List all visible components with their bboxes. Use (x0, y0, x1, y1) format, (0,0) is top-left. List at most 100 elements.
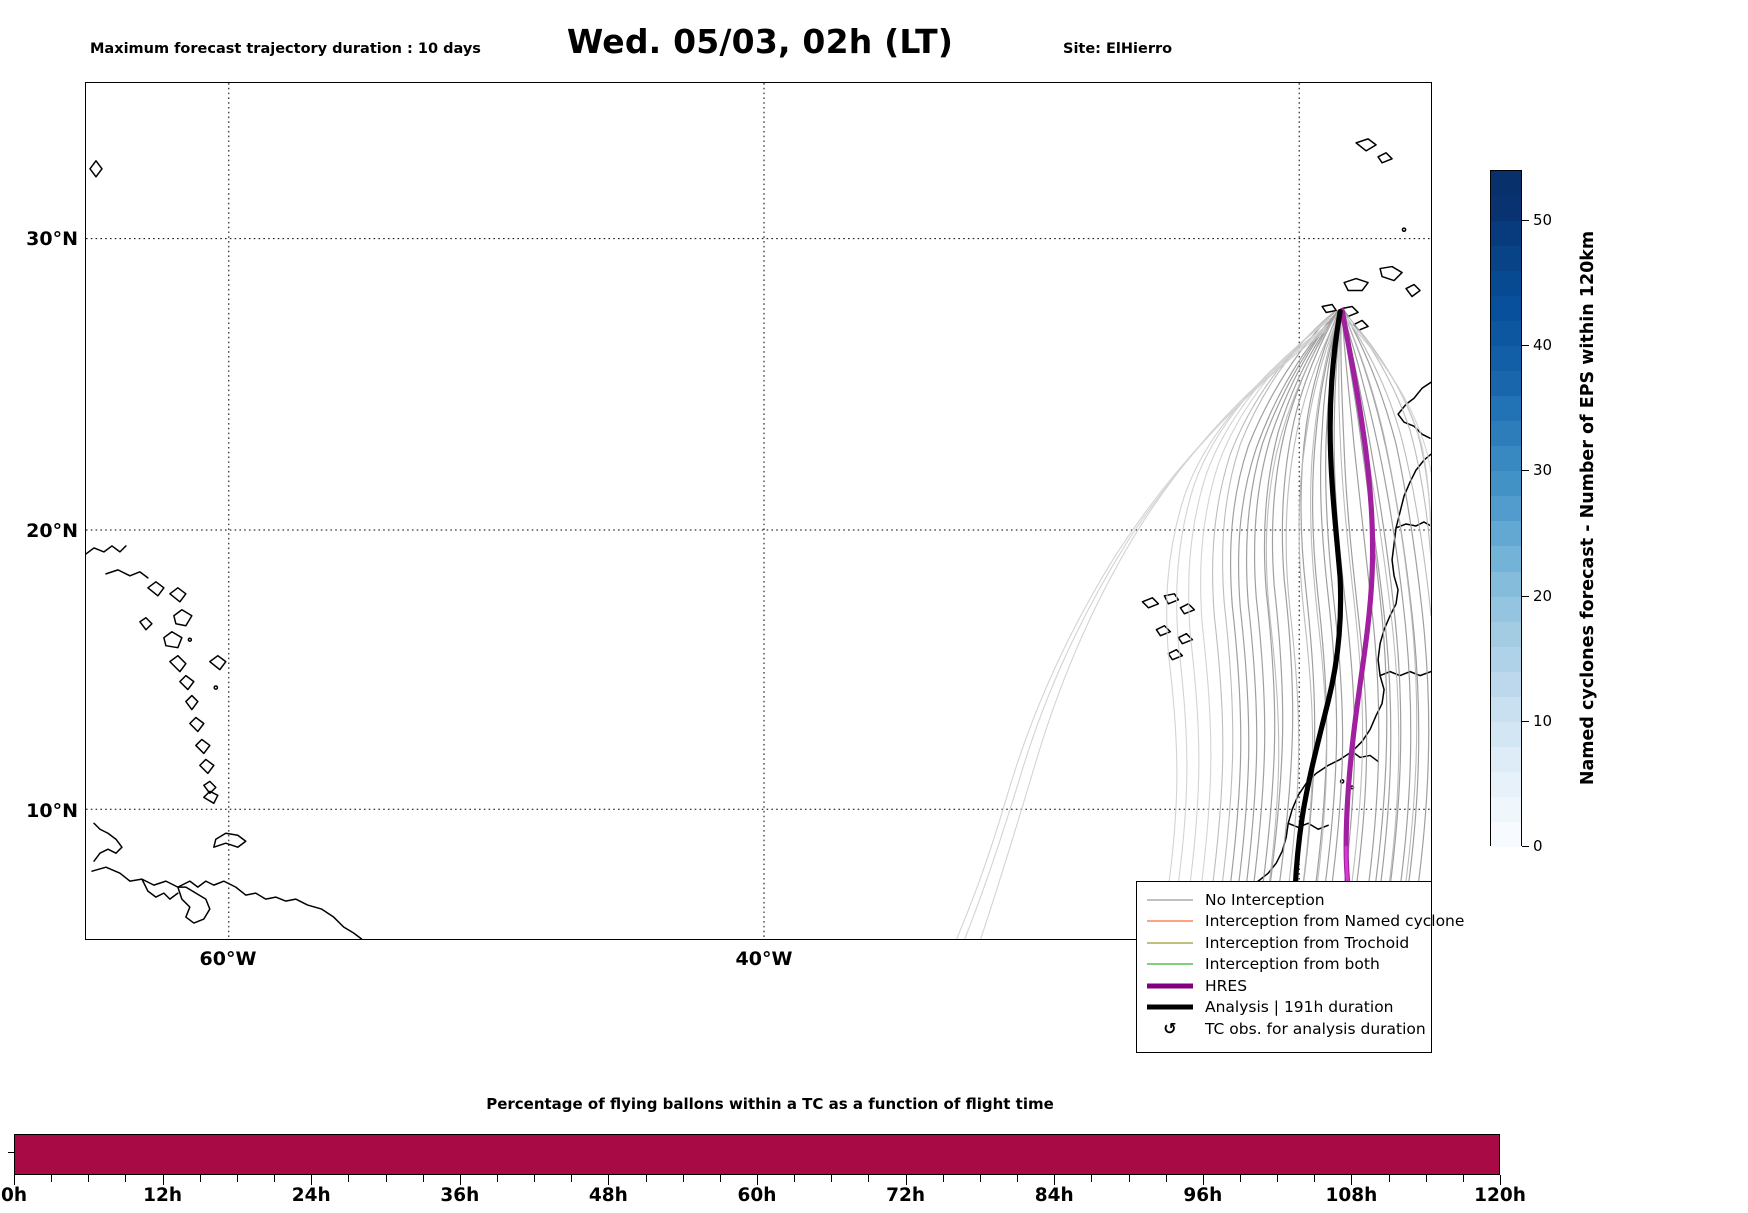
map-xtick-60w: 60°W (199, 948, 257, 970)
colorbar-segment (1491, 496, 1521, 522)
progress-major-tick (1202, 1175, 1204, 1185)
colorbar-segment (1491, 696, 1521, 722)
progress-minor-tick (1462, 1175, 1464, 1182)
colorbar-tick-label: 0 (1533, 837, 1543, 855)
legend-item-no-interception[interactable]: No Interception (1147, 889, 1421, 911)
progress-minor-tick (534, 1175, 536, 1182)
progress-tick-label: 72h (886, 1185, 926, 1206)
colorbar-segment (1491, 221, 1521, 247)
progress-minor-tick (682, 1175, 684, 1182)
colorbar-segment (1491, 596, 1521, 622)
colorbar-gradient-strip (1490, 170, 1522, 847)
legend-line-swatch-trochoid (1147, 936, 1193, 950)
progress-minor-tick (1239, 1175, 1241, 1182)
legend-line-swatch-both (1147, 957, 1193, 971)
colorbar-segment (1491, 471, 1521, 497)
progress-tick-label: 96h (1183, 1185, 1223, 1206)
progress-tick-label: 120h (1474, 1185, 1526, 1206)
progress-minor-tick (125, 1175, 127, 1182)
progress-tick-label: 60h (737, 1185, 777, 1206)
legend-label-tc-observation: TC obs. for analysis duration (1205, 1019, 1426, 1038)
eps-trajectories (956, 309, 1431, 939)
progress-bar-fill (15, 1135, 1499, 1174)
progress-minor-tick (348, 1175, 350, 1182)
legend-item-hres[interactable]: HRES (1147, 975, 1421, 997)
progress-tick-label: 48h (588, 1185, 628, 1206)
colorbar-segment (1491, 746, 1521, 772)
progress-major-tick (905, 1175, 907, 1185)
progress-minor-tick (1165, 1175, 1167, 1182)
progress-minor-tick (1277, 1175, 1279, 1182)
progress-minor-tick (422, 1175, 424, 1182)
progress-minor-tick (831, 1175, 833, 1182)
colorbar-tick-label: 10 (1533, 711, 1553, 730)
map-ytick-20n: 20°N (26, 520, 78, 542)
progress-minor-tick (274, 1175, 276, 1182)
legend-label-interception-both: Interception from both (1205, 955, 1380, 974)
progress-minor-tick (571, 1175, 573, 1182)
colorbar-tick-label: 40 (1533, 336, 1553, 355)
colorbar-segment (1491, 771, 1521, 797)
progress-minor-tick (496, 1175, 498, 1182)
legend-item-tc-observation[interactable]: ↺ TC obs. for analysis duration (1147, 1018, 1425, 1040)
legend-label-hres: HRES (1205, 976, 1248, 995)
progress-minor-tick (1091, 1175, 1093, 1182)
progress-minor-tick (979, 1175, 981, 1182)
progress-tick-label: 0h (0, 1185, 28, 1206)
colorbar-segment (1491, 421, 1521, 447)
progress-bar-caption: Percentage of flying ballons within a TC… (486, 1095, 1054, 1113)
map-plot-area[interactable] (85, 82, 1432, 940)
colorbar-segment (1491, 396, 1521, 422)
colorbar-tick-label: 20 (1533, 586, 1553, 605)
colorbar-tick (1522, 470, 1529, 472)
map-xtick-40w: 40°W (735, 948, 793, 970)
progress-minor-tick (1314, 1175, 1316, 1182)
colorbar-segment (1491, 246, 1521, 272)
map-legend[interactable]: No Interception Interception from Named … (1136, 881, 1464, 1053)
colorbar-segment (1491, 571, 1521, 597)
map-ytick-30n: 30°N (26, 228, 78, 250)
progress-major-tick (14, 1175, 15, 1185)
colorbar[interactable]: 0 10 20 30 40 50 (1490, 170, 1552, 855)
progress-minor-tick (236, 1175, 238, 1182)
legend-item-interception-both[interactable]: Interception from both (1147, 954, 1421, 976)
progress-minor-tick (645, 1175, 647, 1182)
progress-tick-label: 24h (291, 1185, 331, 1206)
colorbar-segment (1491, 546, 1521, 572)
colorbar-segment (1491, 321, 1521, 347)
colorbar-segment (1491, 446, 1521, 472)
header-right-line-1: Site: ElHierro (1063, 41, 1173, 58)
progress-minor-tick (794, 1175, 796, 1182)
legend-label-interception-trochoid: Interception from Trochoid (1205, 933, 1410, 952)
progress-minor-tick (51, 1175, 53, 1182)
colorbar-segment (1491, 296, 1521, 322)
colorbar-tick (1522, 846, 1529, 847)
progress-major-tick (162, 1175, 164, 1185)
colorbar-segment (1491, 171, 1521, 197)
colorbar-tick-label: 30 (1533, 461, 1553, 480)
progress-major-tick (1500, 1175, 1501, 1185)
progress-minor-tick (1017, 1175, 1019, 1182)
progress-major-tick (311, 1175, 313, 1185)
map-gridlines (86, 83, 1431, 939)
colorbar-title: Named cyclones forecast - Number of EPS … (1576, 170, 1600, 846)
colorbar-segment (1491, 796, 1521, 822)
legend-item-interception-named-cyclone[interactable]: Interception from Named cyclone (1147, 911, 1464, 933)
progress-major-tick (757, 1175, 758, 1185)
header-left-line-1: Maximum forecast trajectory duration : 1… (90, 41, 481, 58)
legend-line-swatch-analysis (1147, 1000, 1193, 1014)
colorbar-title-text: Named cyclones forecast - Number of EPS … (1578, 230, 1598, 786)
colorbar-segment (1491, 721, 1521, 747)
map-canvas (86, 83, 1431, 939)
progress-bar-track[interactable] (14, 1134, 1500, 1175)
legend-line-swatch-no-interception (1147, 893, 1193, 907)
legend-item-interception-trochoid[interactable]: Interception from Trochoid (1147, 932, 1421, 954)
legend-item-analysis[interactable]: Analysis | 191h duration (1147, 997, 1421, 1019)
progress-major-tick (608, 1175, 610, 1185)
progress-minor-tick (1425, 1175, 1427, 1182)
progress-tick-label: 36h (440, 1185, 480, 1206)
progress-minor-tick (385, 1175, 387, 1182)
legend-label-analysis: Analysis | 191h duration (1205, 998, 1394, 1017)
progress-bar-axis (14, 1175, 1501, 1185)
progress-tick-label: 84h (1034, 1185, 1074, 1206)
